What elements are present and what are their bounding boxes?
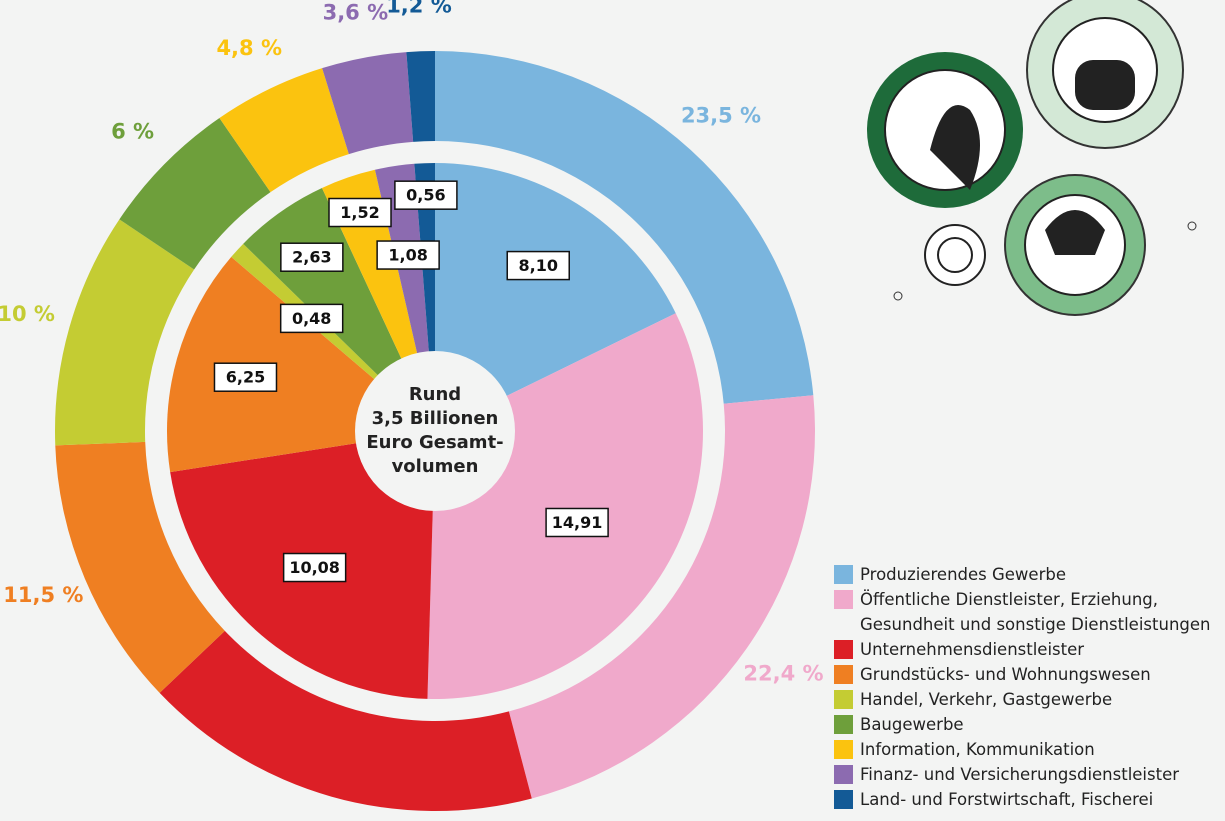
outer-value-label: 6 % (111, 119, 154, 143)
inner-value-label: 10,08 (282, 552, 347, 583)
outer-value-label: 11,5 % (3, 583, 83, 607)
inner-value-text: 1,08 (388, 246, 427, 265)
label-box (282, 552, 347, 583)
inner-value-text: 6,25 (226, 368, 265, 387)
inner-value-text: 8,10 (518, 256, 557, 275)
center-label: volumen (392, 456, 479, 477)
outer-segment (159, 630, 532, 811)
inner-value-label: 1,52 (328, 197, 392, 228)
legend-item: Unternehmensdienstleister (834, 637, 1219, 662)
label-box (328, 197, 392, 228)
label-box (376, 240, 440, 270)
outer-value-label: 23,5 % (681, 104, 761, 128)
legend-item: Baugewerbe (834, 712, 1219, 737)
inner-value-label: 8,10 (506, 250, 570, 281)
inner-segment (435, 163, 676, 431)
outer-segment (508, 395, 815, 799)
legend-swatch (834, 740, 853, 759)
legend-label: Unternehmensdienstleister (860, 640, 1085, 659)
inner-value-label: 0,48 (279, 303, 344, 334)
outer-value-label: 22,4 % (743, 661, 823, 685)
legend-label: Information, Kommunikation (860, 740, 1095, 759)
legend-swatch (834, 665, 853, 684)
legend-label: Produzierendes Gewerbe (860, 565, 1066, 584)
center-label: 3,5 Billionen (372, 408, 499, 429)
outer-value-label: 1,2 % (386, 0, 452, 17)
outer-segment (55, 441, 225, 693)
inner-value-text: 2,63 (292, 248, 331, 267)
inner-value-label: 0,56 (394, 180, 458, 210)
inner-value-label: 2,63 (280, 242, 344, 272)
legend-label: Öffentliche Dienstleister, Erziehung, Ge… (860, 590, 1211, 634)
label-box (213, 362, 278, 392)
inner-value-text: 10,08 (289, 558, 340, 577)
legend-item: Information, Kommunikation (834, 737, 1219, 762)
legend-item: Produzierendes Gewerbe (834, 562, 1219, 587)
label-box (506, 250, 570, 281)
legend-swatch (834, 690, 853, 709)
center-label: Rund (409, 384, 461, 405)
label-box (279, 303, 344, 334)
outer-segment (406, 51, 435, 142)
inner-value-label: 1,08 (376, 240, 440, 270)
legend-label: Finanz- und Versicherungsdienstleister (860, 765, 1180, 784)
center-hole (355, 351, 515, 511)
legend-swatch (834, 640, 853, 659)
legend-label: Handel, Verkehr, Gastgewerbe (860, 690, 1113, 709)
inner-value-label: 14,91 (545, 507, 609, 538)
legend-swatch (834, 765, 853, 784)
legend-item: Finanz- und Versicherungsdienstleister (834, 762, 1219, 787)
inner-value-label: 6,25 (213, 362, 278, 392)
label-box (280, 242, 344, 272)
legend-item: Handel, Verkehr, Gastgewerbe (834, 687, 1219, 712)
outer-segment (322, 52, 414, 155)
legend-swatch (834, 715, 853, 734)
legend-label: Baugewerbe (860, 715, 964, 734)
illustration (867, 0, 1197, 316)
legend: Produzierendes Gewerbe Öffentliche Dienst… (834, 562, 1219, 812)
legend-swatch (834, 565, 853, 584)
outer-value-label: 3,6 % (323, 1, 389, 25)
legend-swatch (834, 590, 853, 609)
label-box (394, 180, 458, 210)
inner-value-text: 0,56 (406, 186, 445, 205)
legend-label: Grundstücks- und Wohnungswesen (860, 665, 1151, 684)
outer-segment (119, 118, 271, 270)
center-label: Euro Gesamt- (366, 432, 503, 453)
legend-item: Land- und Forstwirtschaft, Fischerei (834, 787, 1219, 812)
outer-value-label: 4,8 % (216, 36, 282, 60)
inner-value-text: 0,48 (292, 309, 331, 328)
outer-value-label: 10 % (0, 302, 55, 326)
outer-segment (219, 68, 349, 193)
outer-segment (55, 219, 195, 446)
legend-label: Land- und Forstwirtschaft, Fischerei (860, 790, 1154, 809)
inner-value-text: 14,91 (552, 513, 603, 532)
outer-segment (435, 51, 814, 404)
label-box (545, 507, 609, 538)
legend-swatch (834, 790, 853, 809)
legend-item: Öffentliche Dienstleister, Erziehung, Ge… (834, 587, 1219, 637)
inner-value-text: 1,52 (340, 203, 379, 222)
legend-item: Grundstücks- und Wohnungswesen (834, 662, 1219, 687)
